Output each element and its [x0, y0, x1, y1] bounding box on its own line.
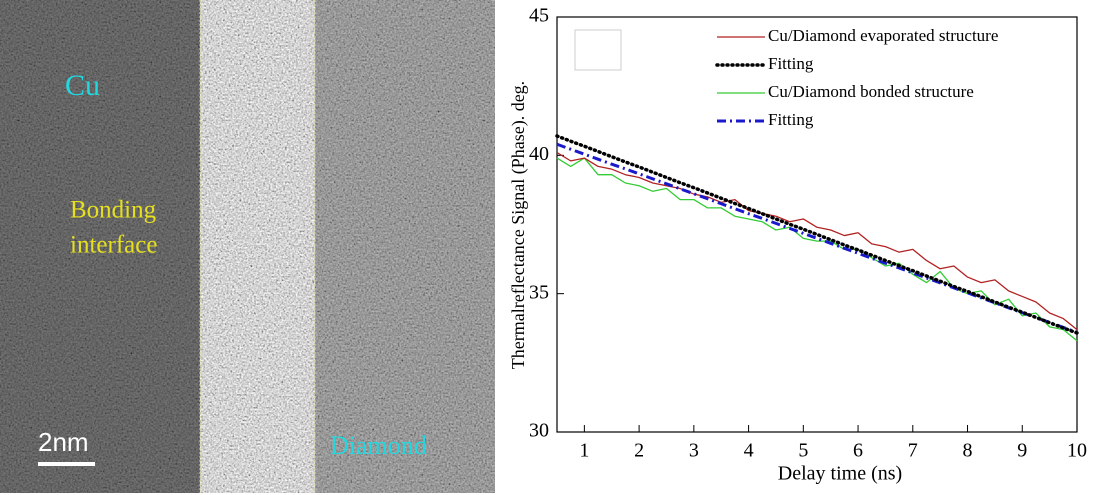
y-tick-label: 30 [529, 420, 549, 442]
cu-label: Cu [65, 69, 100, 102]
x-tick-label: 6 [853, 440, 863, 462]
diamond-label: Diamond [330, 431, 427, 460]
scale-bar [38, 462, 95, 466]
series-line [555, 134, 1079, 335]
scale-label: 2nm [38, 427, 89, 457]
interface-region [200, 0, 315, 493]
interface-label: interface [70, 232, 157, 259]
bonding-label: Bonding [70, 197, 157, 224]
legend-label: Cu/Diamond bonded structure [768, 82, 974, 101]
y-tick-label: 35 [529, 281, 549, 303]
x-tick-label: 7 [908, 440, 918, 462]
legend-label: Fitting [768, 54, 814, 73]
x-tick-label: 10 [1067, 440, 1087, 462]
x-tick-label: 5 [798, 440, 808, 462]
tem-image: Cu Bonding interface 2nm Diamond [0, 0, 495, 493]
x-axis-label: Delay time (ns) [778, 463, 902, 485]
y-tick-label: 40 [529, 143, 549, 165]
x-tick-label: 2 [634, 440, 644, 462]
legend-label: Cu/Diamond evaporated structure [768, 26, 998, 45]
diamond-region [315, 0, 495, 493]
x-tick-label: 4 [744, 440, 754, 462]
y-tick-label: 45 [529, 5, 549, 27]
inset-box [574, 29, 622, 71]
x-tick-label: 3 [689, 440, 699, 462]
x-tick-label: 1 [579, 440, 589, 462]
y-axis-label: Thermalreflectance Signal (Phase). deg. [508, 81, 529, 369]
cu-region [0, 0, 200, 493]
legend-label: Fitting [768, 110, 814, 129]
x-tick-label: 8 [963, 440, 973, 462]
series-line [556, 157, 1078, 342]
plot-frame [556, 16, 1078, 433]
x-tick-label: 9 [1017, 440, 1027, 462]
series-line [556, 142, 1078, 334]
series-line [556, 152, 1078, 331]
